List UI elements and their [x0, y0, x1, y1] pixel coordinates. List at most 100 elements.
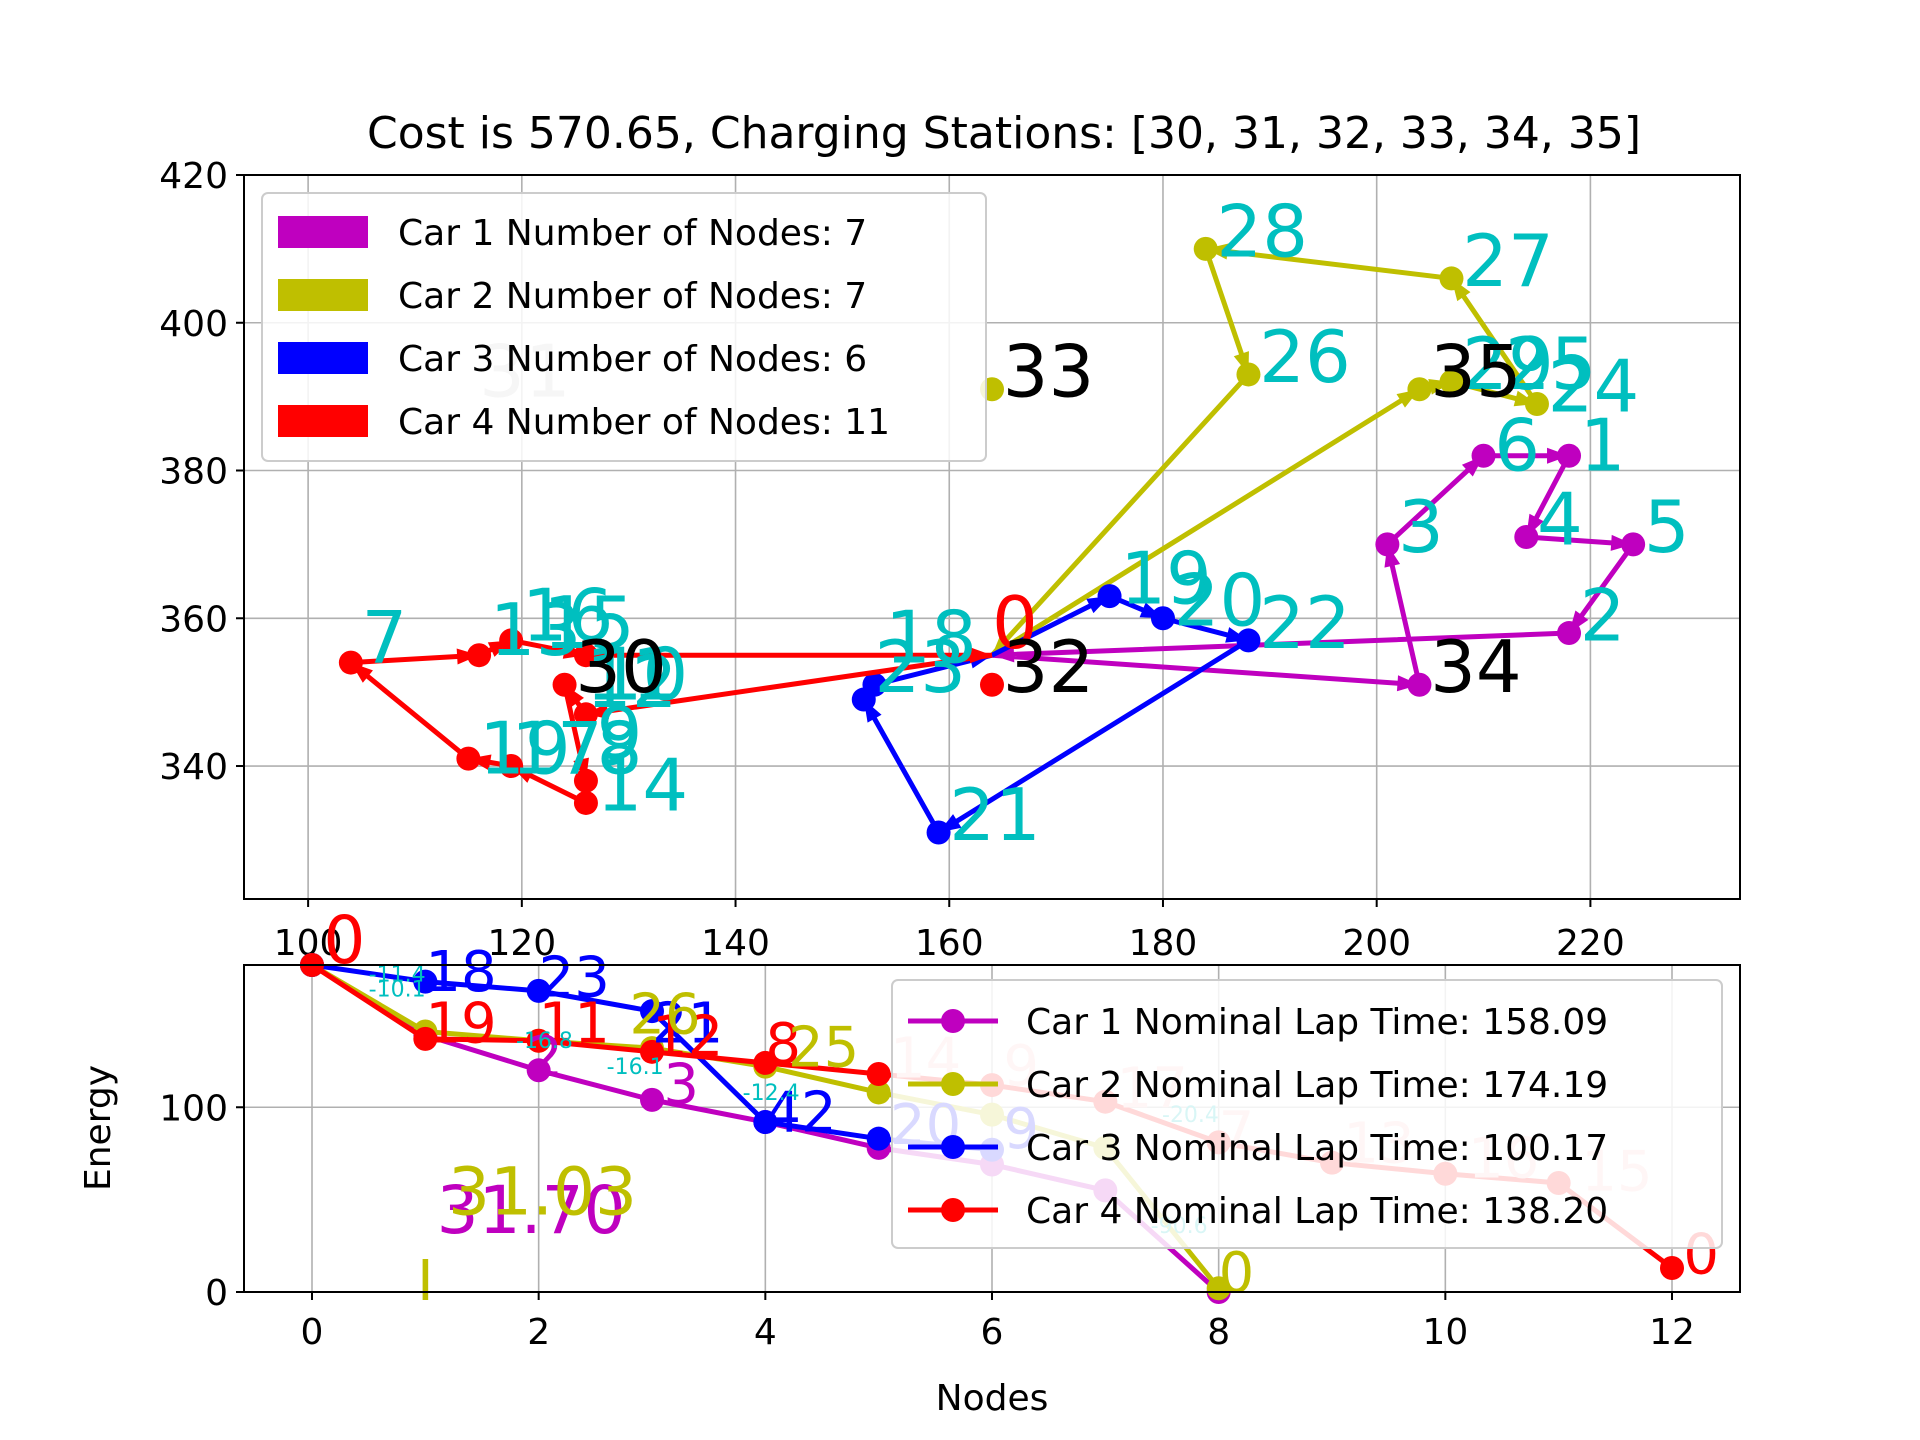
legend-marker [941, 1072, 965, 1096]
node-label: 11 [586, 633, 678, 717]
energy-point [866, 1062, 891, 1086]
route-node-point [573, 790, 598, 815]
legend-label: Car 3 Number of Nodes: 6 [398, 339, 867, 380]
node-label: 8 [597, 706, 643, 790]
legend-swatch [278, 342, 368, 374]
route-map-x-tick-label: 220 [1556, 923, 1625, 964]
node-label: 5 [1644, 485, 1690, 569]
energy-point-label: 0 [1219, 1241, 1255, 1306]
node-label: 6 [1494, 404, 1540, 488]
energy-point-label: 8 [765, 1012, 801, 1077]
route-map-title: Cost is 570.65, Charging Stations: [30, … [367, 108, 1641, 159]
route-node-point [1471, 443, 1496, 468]
energy-point [640, 1039, 664, 1064]
energy-point-label: 25 [788, 1016, 859, 1081]
legend-swatch [278, 279, 368, 311]
route-node-point [1514, 525, 1539, 549]
route-node-point [862, 672, 887, 697]
route-node-point [338, 650, 363, 675]
energy-point-label: 19 [425, 992, 496, 1057]
route-node-point [573, 702, 598, 727]
route-node-point [1524, 392, 1549, 417]
energy-point [753, 1050, 778, 1075]
energy-point-label: -10.1 [369, 977, 426, 1002]
energy-point [1206, 1276, 1231, 1301]
node-label: 3 [1398, 485, 1444, 569]
energy-x-axis-label: Nodes [936, 1378, 1049, 1419]
energy-y-tick-label: 100 [159, 1088, 228, 1129]
energy-point-label: 26 [629, 982, 700, 1047]
node-label: 28 [1216, 189, 1308, 273]
node-label: 9 [597, 692, 643, 776]
node-label: 27 [1462, 219, 1554, 303]
route-node-point [456, 746, 481, 771]
route-series-car-1 [991, 443, 1646, 697]
node-label: 19 [479, 706, 571, 790]
energy-point-label: -16.8 [516, 1029, 573, 1054]
node-label: 26 [1259, 315, 1351, 399]
energy-point-label: 31.70 [437, 1172, 626, 1249]
node-label: 21 [949, 773, 1041, 857]
energy-point-label: 31.03 [448, 1153, 637, 1230]
node-label: 20 [1174, 559, 1266, 643]
route-node-point [1439, 266, 1464, 291]
route-series-car-2 [990, 236, 1549, 658]
node-label: 1 [1580, 404, 1626, 488]
route-map-y-tick-label: 360 [159, 599, 228, 640]
node-label: 4 [1537, 477, 1583, 561]
route-map-legend-box [261, 192, 987, 462]
node-label: 16 [522, 573, 614, 657]
route-node-point [573, 643, 598, 668]
legend-label: Car 1 Nominal Lap Time: 158.09 [1026, 1002, 1608, 1043]
legend-label: Car 3 Nominal Lap Time: 100.17 [1026, 1128, 1608, 1169]
energy-point [866, 1126, 891, 1151]
route-series-car-3 [851, 584, 1261, 845]
node-label: 24 [1548, 344, 1640, 428]
route-node-point [499, 628, 524, 653]
energy-legend-box [891, 979, 1723, 1249]
node-label: 23 [874, 625, 966, 709]
node-label: 17 [511, 706, 603, 790]
route-arrowhead [992, 646, 1015, 663]
route-arrowhead [992, 633, 1013, 656]
energy-legend: Car 1 Nominal Lap Time: 158.09 Car 2 Nomi… [891, 979, 1723, 1249]
energy-point-label: 23 [539, 945, 610, 1010]
legend-marker [941, 1135, 965, 1159]
route-map-y-ticks: 340 360 380 400 420 [159, 156, 244, 788]
route-node-point [926, 820, 951, 845]
energy-point [1660, 1255, 1684, 1280]
node-label: 2 [1580, 573, 1626, 657]
energy-frame [243, 964, 1741, 1293]
energy-point-label: -16.1 [607, 1055, 664, 1080]
energy-x-tick-label: 0 [301, 1312, 324, 1353]
energy-x-ticks: 0 2 4 6 8 10 12 [301, 1292, 1695, 1353]
route-node-point [1193, 236, 1218, 261]
node-label: 14 [597, 743, 689, 827]
route-node-point [1375, 532, 1400, 557]
route-map-x-tick-label: 120 [487, 923, 556, 964]
route-map-x-ticks: 100 120 140 160 180 200 220 [274, 899, 1625, 964]
legend-swatch [278, 216, 368, 248]
route-arrowhead [970, 647, 992, 664]
route-node-point [552, 672, 577, 697]
route-node-point [1236, 628, 1261, 653]
energy-point [640, 999, 664, 1024]
legend-label: Car 4 Nominal Lap Time: 138.20 [1026, 1191, 1608, 1232]
node-label: 10 [597, 633, 689, 717]
route-node-point [1557, 443, 1582, 468]
node-label: 13 [490, 588, 582, 672]
route-node-point [467, 643, 492, 668]
route-node-point [1557, 621, 1582, 646]
node-label: 0 [992, 581, 1038, 665]
energy-point-label: 0 [323, 902, 365, 979]
energy-point [413, 1026, 438, 1051]
energy-x-tick-label: 4 [754, 1312, 777, 1353]
route-map-frame [243, 174, 1741, 900]
energy-point-label: 42 [765, 1080, 836, 1145]
energy-point-label: 11 [539, 992, 610, 1057]
route-node-point [1439, 369, 1464, 394]
energy-point [640, 1087, 664, 1112]
route-map-y-tick-label: 340 [159, 747, 228, 788]
